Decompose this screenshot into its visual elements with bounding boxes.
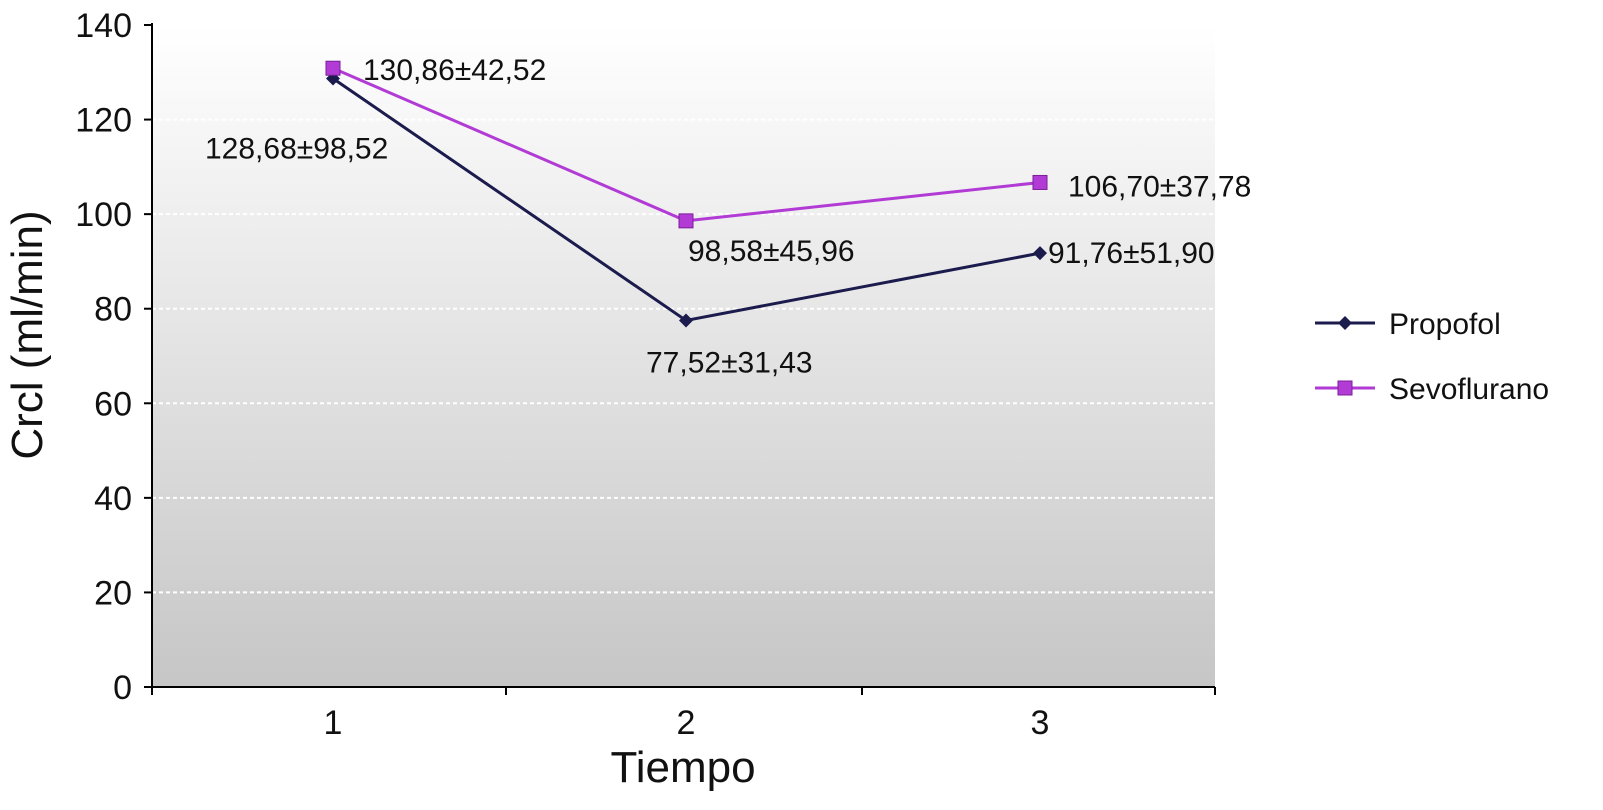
x-tick-label: 2 — [677, 704, 696, 742]
plot-area — [152, 25, 1215, 687]
propofol-data-label: 128,68±98,52 — [205, 133, 388, 166]
legend-label: Sevoflurano — [1389, 373, 1549, 406]
plot-background — [152, 25, 1215, 687]
axes: 0 20 40 60 80 100 120 140 1 2 3 — [75, 7, 1216, 742]
y-tick-label: 120 — [75, 102, 132, 140]
legend: Propofol Sevoflurano — [1315, 308, 1549, 406]
data-labels: 128,68±98,52 77,52±31,43 91,76±51,90 130,86… — [205, 54, 1251, 379]
x-axis-title: Tiempo — [610, 743, 755, 792]
legend-label: Propofol — [1389, 308, 1501, 341]
y-tick-label: 100 — [75, 196, 132, 234]
sevoflurano-point — [325, 60, 341, 76]
y-tick-label: 80 — [94, 291, 132, 329]
propofol-point — [1033, 246, 1047, 261]
propofol-point — [1338, 316, 1352, 330]
gridlines — [152, 24, 1215, 594]
x-tick-label: 1 — [324, 704, 343, 742]
y-tick-label: 40 — [94, 480, 132, 518]
legend-item-sevoflurano: Sevoflurano — [1315, 373, 1549, 406]
y-tick-label: 140 — [75, 7, 132, 45]
sevoflurano-data-label: 106,70±37,78 — [1068, 170, 1251, 203]
sevoflurano-data-label: 98,58±45,96 — [688, 235, 855, 268]
propofol-point — [679, 313, 693, 328]
x-tick-label: 3 — [1031, 704, 1050, 742]
y-tick-label: 20 — [94, 574, 132, 612]
propofol-data-label: 77,52±31,43 — [646, 346, 813, 379]
sevoflurano-point — [1032, 174, 1048, 190]
sevoflurano-point — [678, 213, 694, 229]
sevoflurano-point — [1337, 380, 1353, 396]
y-tick-label: 60 — [94, 385, 132, 423]
series-layer — [325, 60, 1048, 328]
legend-item-propofol: Propofol — [1315, 308, 1501, 341]
y-axis-title: Crcl (ml/min) — [3, 210, 52, 459]
sevoflurano-data-label: 130,86±42,52 — [363, 54, 546, 87]
y-tick-label: 0 — [113, 669, 132, 707]
propofol-data-label: 91,76±51,90 — [1048, 237, 1215, 270]
